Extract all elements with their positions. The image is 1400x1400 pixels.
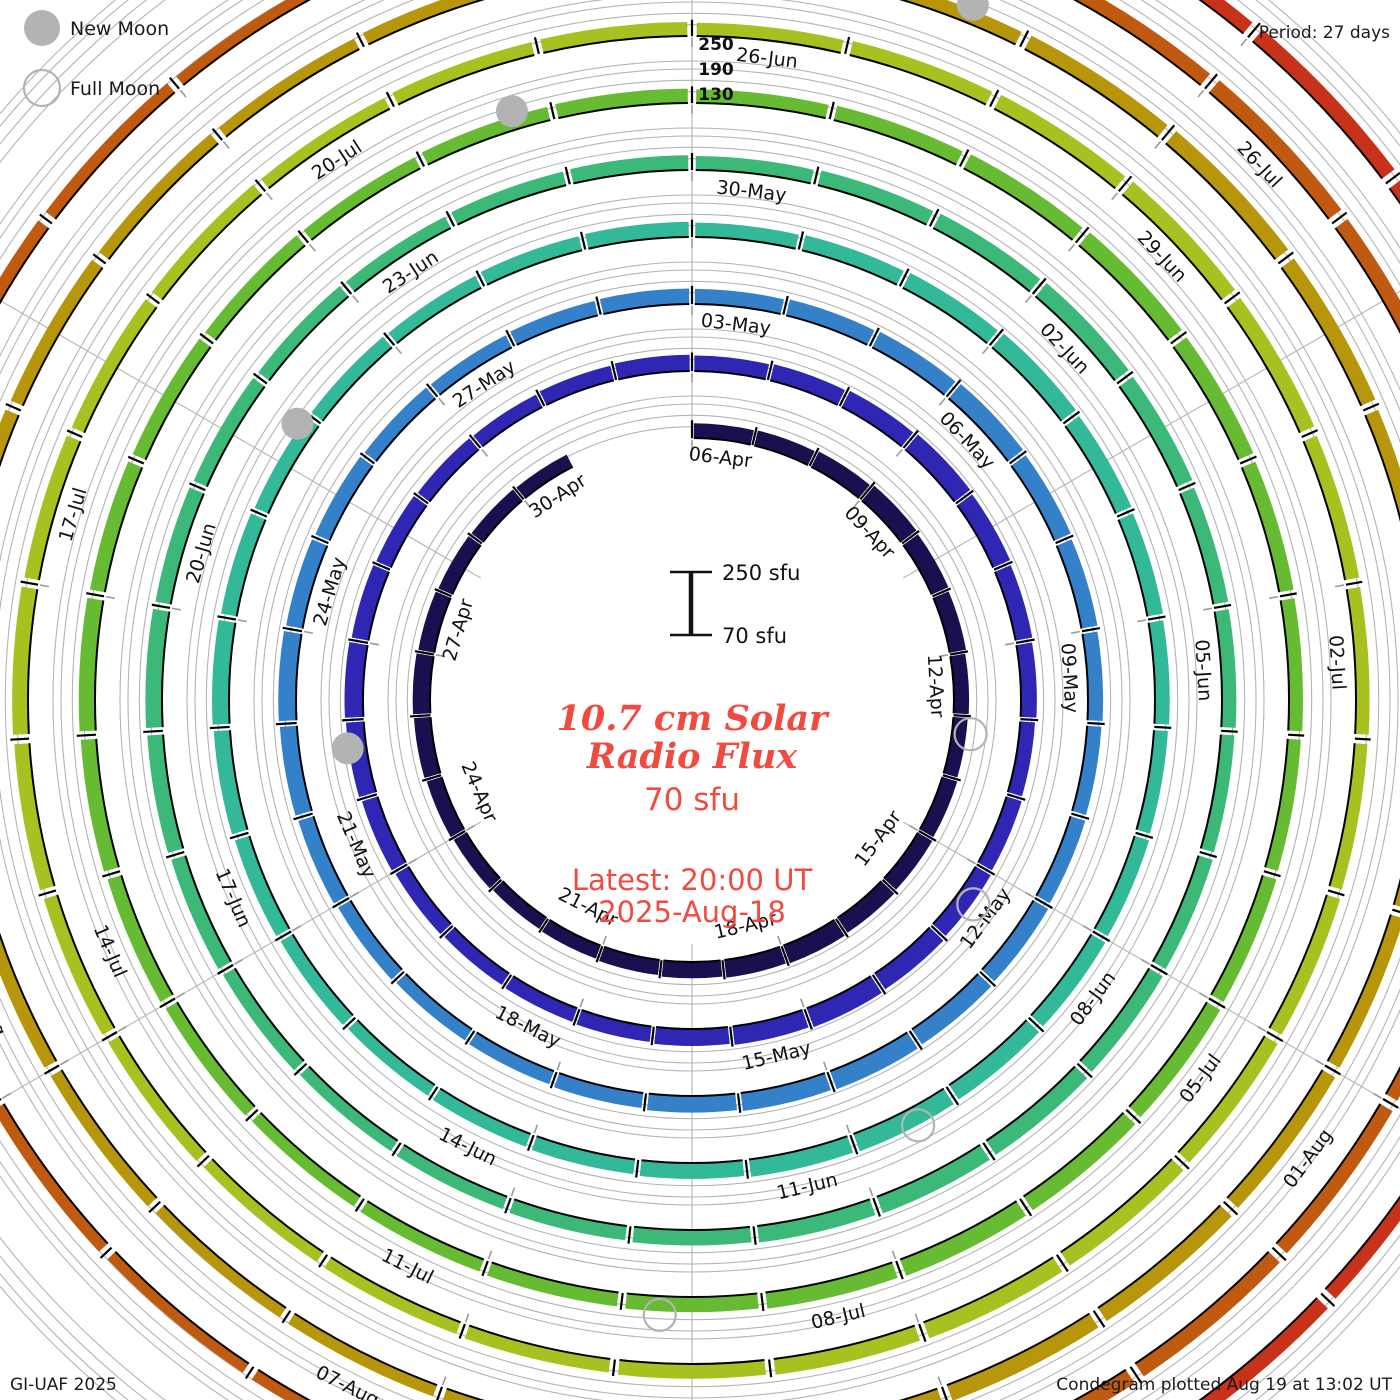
date-label: 08-Jul bbox=[809, 1300, 868, 1334]
flux-ring-4 bbox=[143, 153, 1238, 1246]
center-latest-time: Latest: 20:00 UT bbox=[572, 863, 813, 897]
period-label: Period: 27 days bbox=[1259, 23, 1390, 43]
date-label: 02-Jul bbox=[1324, 634, 1349, 690]
center-annotation: 10.7 cm Solar Radio Flux 70 sfu Latest: … bbox=[557, 698, 831, 929]
plotted-label: Condegram plotted Aug 19 at 13:02 UT bbox=[1056, 1375, 1392, 1395]
scale-tick-130: 130 bbox=[698, 85, 734, 105]
new-moon-marker-icon bbox=[281, 407, 314, 440]
legend: New Moon Full Moon bbox=[22, 10, 169, 108]
date-label: 12-Apr bbox=[923, 654, 949, 719]
full-moon-marker-icon bbox=[642, 1297, 677, 1332]
flux-ring-0 bbox=[410, 420, 971, 980]
flux-ring-9 bbox=[1198, 0, 1400, 1400]
date-label: 26-Jun bbox=[735, 44, 799, 73]
full-moon-marker-icon bbox=[953, 717, 988, 752]
center-title-line2: Radio Flux bbox=[586, 736, 798, 777]
bar-scale-legend: 250 sfu 70 sfu bbox=[670, 561, 800, 648]
bar-scale-bottom-label: 70 sfu bbox=[722, 624, 787, 648]
full-moon-legend-label: Full Moon bbox=[70, 78, 160, 100]
full-moon-marker-icon bbox=[956, 887, 991, 922]
new-moon-marker-icon bbox=[495, 95, 528, 128]
new-moon-marker-icon bbox=[331, 732, 364, 765]
new-moon-marker-icon bbox=[956, 0, 989, 21]
date-label: 03-May bbox=[700, 310, 772, 340]
credit-label: GI-UAF 2025 bbox=[10, 1375, 117, 1395]
date-label: 11-Jun bbox=[775, 1169, 840, 1205]
full-moon-swatch-icon bbox=[22, 68, 62, 108]
date-label: 24-Apr bbox=[456, 758, 501, 825]
date-label: 30-May bbox=[715, 176, 787, 206]
full-moon-marker-icon bbox=[901, 1108, 936, 1143]
date-label: 15-May bbox=[740, 1037, 814, 1075]
scale-tick-250: 250 bbox=[698, 35, 734, 55]
flux-ring-2 bbox=[275, 285, 1105, 1113]
new-moon-legend-label: New Moon bbox=[70, 18, 169, 40]
radial-scale-ticks: 250 190 130 bbox=[698, 35, 734, 105]
center-title-line1: 10.7 cm Solar bbox=[557, 698, 831, 739]
date-label: 06-Apr bbox=[688, 443, 754, 472]
date-label: 14-Jul bbox=[89, 922, 131, 981]
scale-tick-190: 190 bbox=[698, 60, 734, 80]
flux-ring-5 bbox=[76, 86, 1305, 1313]
center-current-value: 70 sfu bbox=[644, 782, 740, 818]
bar-scale-top-label: 250 sfu bbox=[722, 561, 800, 585]
center-latest-date: 2025-Aug-18 bbox=[598, 895, 786, 929]
moon-markers bbox=[281, 0, 991, 1332]
date-label: 09-May bbox=[1056, 642, 1082, 713]
flux-ring-6 bbox=[10, 19, 1371, 1379]
flux-ring-1 bbox=[342, 352, 1039, 1047]
date-label: 05-Jun bbox=[1190, 639, 1216, 702]
new-moon-swatch-icon bbox=[24, 10, 60, 46]
